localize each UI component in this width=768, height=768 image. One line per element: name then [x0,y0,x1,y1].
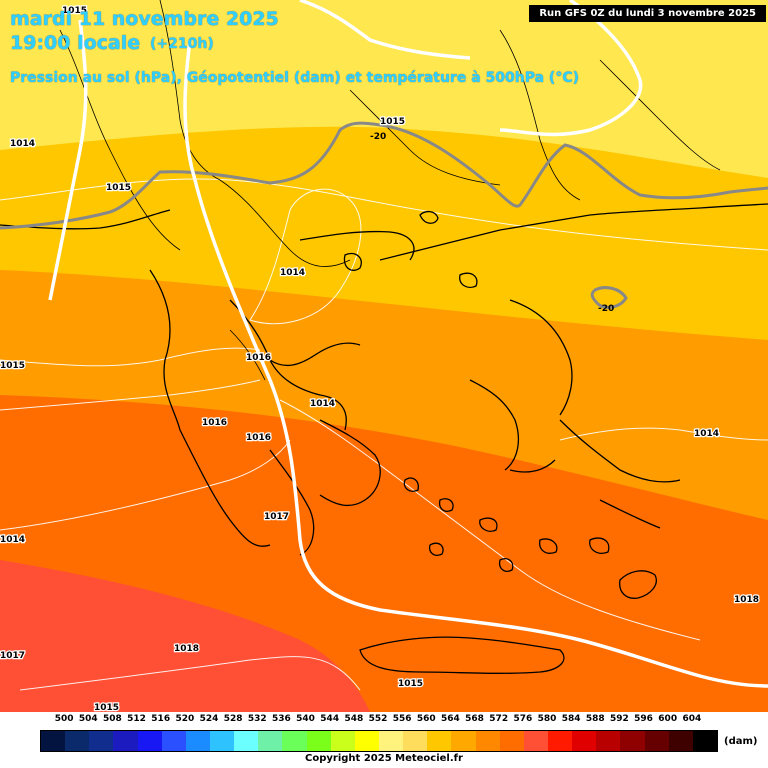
pressure-label: 1014 [280,268,305,278]
legend-swatch [258,731,283,751]
legend-tick-label: 568 [465,714,484,724]
legend-tick-label: 524 [199,714,219,724]
legend-tick-label: 580 [537,714,557,724]
legend-swatch [137,731,162,751]
pressure-label: 1015 [94,703,119,713]
legend-tick-label: 560 [416,714,436,724]
pressure-label: 1015 [0,361,25,371]
legend-tick-label: 512 [127,714,146,724]
legend-tick-label: 576 [513,714,533,724]
legend-swatch [306,731,331,751]
pressure-label: 1015 [398,679,423,689]
legend-tick-label: 552 [368,714,388,724]
temperature-labels: -20 -20 [370,132,614,314]
legend-swatch [547,731,573,751]
legend-tick-label: 528 [223,714,243,724]
pressure-label: 1017 [264,512,289,522]
legend-swatch [572,731,597,751]
pressure-label: 1015 [62,6,87,16]
forecast-date: mardi 11 novembre 2025 [10,8,279,30]
temperature-label: -20 [370,132,386,142]
legend-swatch [692,731,717,751]
pressure-label: 1018 [174,644,199,654]
legend-tick-label: 548 [344,714,364,724]
legend-tick-label: 584 [561,714,581,724]
pressure-label: 1014 [10,139,35,149]
legend-tick-label: 600 [658,714,678,724]
legend-tick-label: 516 [151,714,171,724]
pressure-label: 1016 [246,353,271,363]
band-580-584 [0,560,370,712]
legend-tick-labels: 500 504 508 512 516 520 524 528 532 536 540 544 548 5… [40,714,730,728]
pressure-label: 1015 [380,117,405,127]
legend-tick-label: 564 [441,714,460,724]
pressure-label: 1016 [246,433,271,443]
forecast-step: (+210h) [150,36,214,52]
legend-swatch [596,731,621,751]
legend-swatch [403,731,428,751]
legend-unit: (dam) [724,736,758,747]
legend-swatch [113,731,138,751]
pressure-labels: 1015 1014 1015 1015 1014 1015 1016 1016 … [0,5,760,715]
forecast-variables: Pression au sol (hPa), Géopotentiel (dam… [10,70,579,86]
temperature-label: -20 [598,304,614,314]
legend-tick-label: 544 [320,714,340,724]
geopotential-contours [48,0,768,688]
pressure-label: 1016 [202,418,227,428]
country-borders [59,0,721,381]
legend-swatch [451,731,476,751]
pressure-label: 1014 [310,399,335,409]
legend-tick-label: 596 [634,714,653,724]
legend-tick-label: 572 [489,714,509,724]
legend-swatch [41,731,66,751]
legend-tick-label: 556 [392,714,412,724]
pressure-label: 1018 [734,595,759,605]
isotherm-minus-20 [0,121,768,309]
legend-swatch [475,731,500,751]
pressure-label: 1014 [694,429,719,439]
legend-tick-label: 540 [296,714,315,724]
legend-swatch [523,731,548,751]
copyright: Copyright 2025 Meteociel.fr [305,753,463,764]
legend-tick-label: 500 [54,714,74,724]
legend-tick-label: 532 [247,714,267,724]
legend-swatch [620,731,645,751]
legend-swatch [209,731,235,751]
legend-swatch [282,731,307,751]
pressure-label: 1014 [0,535,25,545]
legend-swatch [161,731,186,751]
legend-tick-label: 536 [272,714,291,724]
pressure-label: 1017 [0,651,25,661]
legend-tick-label: 588 [585,714,605,724]
legend-swatch [89,731,114,751]
legend-tick-label: 592 [610,714,629,724]
legend-swatch [65,731,90,751]
pressure-label: 1015 [106,183,131,193]
legend-tick-label: 604 [682,714,702,724]
legend-tick-label: 504 [78,714,98,724]
legend-swatch [185,731,210,751]
run-info: Run GFS 0Z du lundi 3 novembre 2025 [529,5,766,22]
legend-swatch [378,731,404,751]
legend-swatch [499,731,524,751]
legend-tick-label: 520 [175,714,195,724]
legend-swatch [427,731,452,751]
legend-swatch [354,731,379,751]
legend-swatch [668,731,693,751]
forecast-time: 19:00 locale [10,32,141,54]
legend-color-scale [40,730,718,752]
isobars [0,178,768,691]
legend-swatch [330,731,355,751]
legend-swatch [644,731,669,751]
legend-swatch [234,731,259,751]
legend-tick-label: 508 [103,714,122,724]
